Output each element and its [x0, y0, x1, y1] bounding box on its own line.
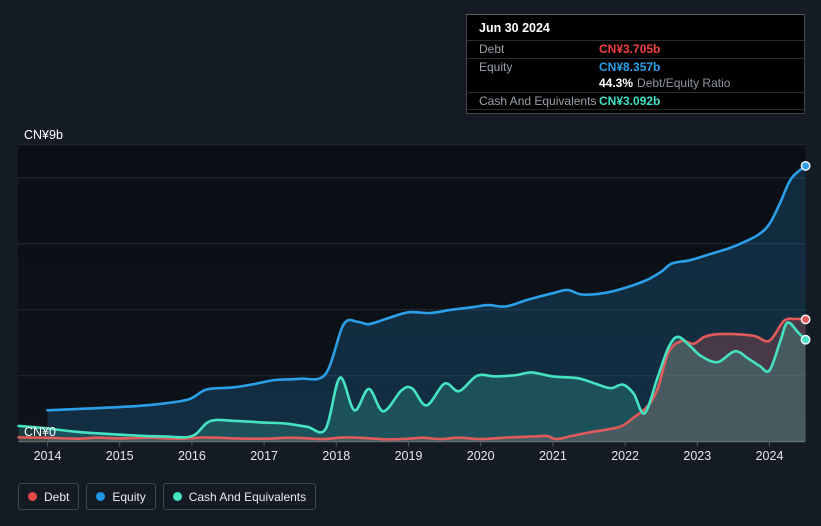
x-axis-label: 2019	[395, 449, 423, 463]
legend-equity-label: Equity	[112, 490, 145, 504]
legend-item-equity[interactable]: Equity	[86, 483, 155, 510]
chart-tooltip: Jun 30 2024 Debt CN¥3.705b Equity CN¥8.3…	[466, 14, 805, 114]
tooltip-row-cash: Cash And Equivalents CN¥3.092b	[467, 93, 804, 110]
x-axis-label: 2016	[178, 449, 206, 463]
debt-series-dot-icon	[28, 492, 37, 501]
x-axis-label: 2018	[322, 449, 350, 463]
x-axis-label: 2021	[539, 449, 567, 463]
y-axis-zero-label: CN¥0	[24, 425, 56, 439]
x-axis-label: 2017	[250, 449, 278, 463]
tooltip-ratio-label: Debt/Equity Ratio	[637, 76, 730, 90]
tooltip-debt-label: Debt	[479, 42, 599, 56]
x-axis-label: 2022	[611, 449, 639, 463]
x-axis-label: 2023	[683, 449, 711, 463]
legend-cash-label: Cash And Equivalents	[189, 490, 306, 504]
tooltip-equity-value: CN¥8.357b	[599, 60, 660, 74]
chart-legend: Debt Equity Cash And Equivalents	[18, 483, 316, 510]
x-axis-label: 2015	[106, 449, 134, 463]
debt-equity-page: 2014 2015 2016 2017 2018 2019 2020 2021 2022 2023…	[0, 0, 821, 526]
y-axis-max-label: CN¥9b	[24, 128, 63, 142]
tooltip-row-debt: Debt CN¥3.705b	[467, 41, 804, 58]
x-axis-label: 2020	[467, 449, 495, 463]
tooltip-ratio-value: 44.3%	[599, 76, 633, 90]
tooltip-row-ratio: 44.3% Debt/Equity Ratio	[467, 75, 804, 92]
legend-item-cash[interactable]: Cash And Equivalents	[163, 483, 316, 510]
legend-item-debt[interactable]: Debt	[18, 483, 79, 510]
equity-end-marker	[801, 162, 809, 170]
cash-end-marker	[801, 336, 809, 344]
x-axis-label: 2024	[756, 449, 784, 463]
legend-debt-label: Debt	[44, 490, 69, 504]
debt-end-marker	[801, 315, 809, 323]
equity-series-dot-icon	[96, 492, 105, 501]
tooltip-equity-label: Equity	[479, 60, 599, 74]
tooltip-date: Jun 30 2024	[467, 15, 804, 40]
tooltip-row-equity: Equity CN¥8.357b	[467, 59, 804, 76]
tooltip-bottom-pad	[467, 110, 804, 113]
x-axis-label: 2014	[34, 449, 62, 463]
tooltip-debt-value: CN¥3.705b	[599, 42, 660, 56]
tooltip-cash-value: CN¥3.092b	[599, 94, 660, 108]
cash-series-dot-icon	[173, 492, 182, 501]
tooltip-cash-label: Cash And Equivalents	[479, 94, 599, 108]
